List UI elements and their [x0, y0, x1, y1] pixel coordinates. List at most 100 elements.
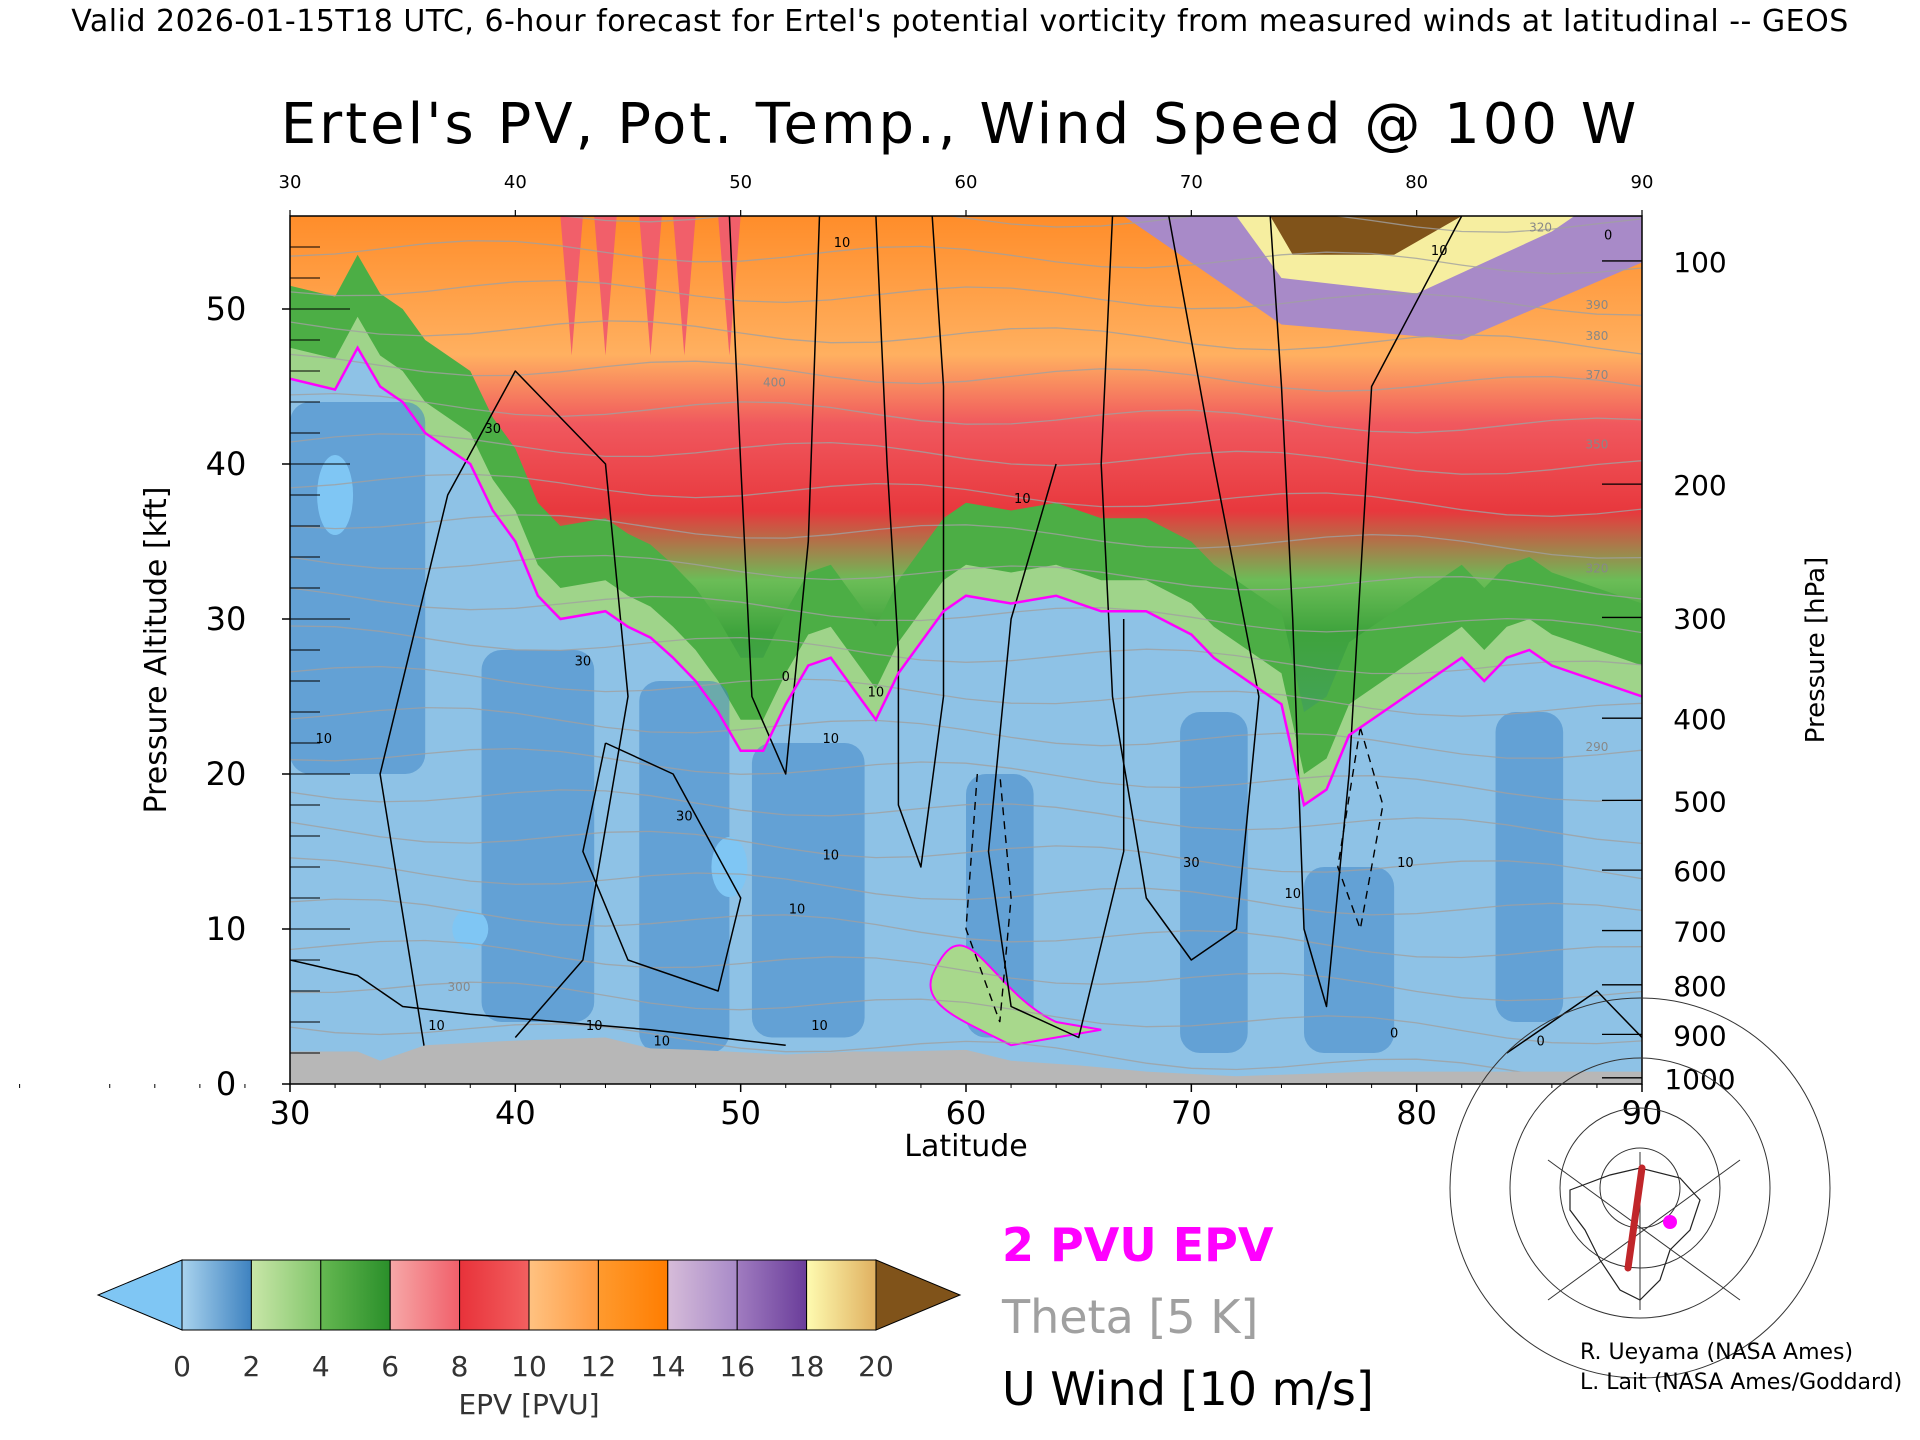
- u-wind-label-5: 30: [485, 422, 502, 437]
- p-tick-label-1: 200: [1673, 469, 1726, 502]
- theta-label-8: 320: [1529, 221, 1552, 235]
- u-wind-negative-contour-0: [965, 773, 1012, 1023]
- epv-low-patch-1: [711, 837, 748, 897]
- p-tick-label-9: 1000: [1664, 1063, 1735, 1096]
- theta-isentrope-16: [290, 392, 1642, 434]
- theta-isentrope-4: [290, 857, 1642, 916]
- u-wind-contour-6: [582, 742, 742, 992]
- epv-low-patch-0: [317, 455, 354, 535]
- u-wind-label-3: 10: [654, 1034, 671, 1049]
- theta-label-1: 400: [763, 376, 786, 390]
- epv-low-patch-2: [452, 909, 489, 949]
- x-tick-label-5: 80: [1396, 1094, 1437, 1132]
- colorbar-segment-2: [320, 1259, 391, 1331]
- epv-2pvu-contour: [290, 345, 1642, 808]
- u-wind-label-6: 30: [575, 655, 592, 670]
- map-coastline: [1569, 1167, 1701, 1301]
- legend-u-wind: U Wind [10 m/s]: [1002, 1362, 1374, 1416]
- u-wind-label-20: 0: [1390, 1027, 1398, 1042]
- colorbar: 0 2 4 6 8 10 12 14 16 18 20 EPV [PVU]: [96, 1259, 962, 1421]
- epv-low-filament: [929, 944, 1102, 1047]
- x-tick-label-2: 50: [720, 1094, 761, 1132]
- p-tick-label-8: 900: [1673, 1019, 1726, 1052]
- u-wind-label-18: 0: [1604, 228, 1612, 243]
- colorbar-tick-label-3: 6: [381, 1350, 399, 1383]
- colorbar-segment-5: [528, 1259, 599, 1331]
- colorbar-segment-7: [667, 1259, 738, 1331]
- u-wind-label-13: 10: [1014, 492, 1031, 507]
- chart-axes: 3030404050506060707080809090010203040501…: [19, 172, 1831, 1164]
- epv-spike-1: [594, 216, 617, 356]
- p-tick-label-2: 300: [1673, 602, 1726, 635]
- colorbar-label: EPV [PVU]: [458, 1388, 599, 1421]
- epv-over-20: [1270, 216, 1462, 255]
- x-top-tick-label-5: 80: [1405, 172, 1428, 193]
- theta-isentrope-18: [290, 320, 1642, 355]
- terrain: [290, 1037, 1642, 1084]
- x-tick-label-3: 60: [946, 1094, 987, 1132]
- u-wind-contour-7: [1506, 990, 1642, 1054]
- colorbar-segment-9: [806, 1259, 877, 1331]
- colorbar-tick-label-4: 8: [451, 1350, 469, 1383]
- colorbar-segment-1: [250, 1259, 322, 1331]
- theta-isentrope-11: [290, 587, 1642, 634]
- theta-label-3: 320: [1585, 562, 1608, 576]
- theta-isentrope-15: [290, 433, 1642, 475]
- u-wind-label-17: 10: [1431, 244, 1448, 259]
- u-wind-contour-2: [875, 216, 945, 868]
- theta-isentrope-17: [290, 353, 1642, 392]
- colorbar-tick-label-5: 10: [511, 1350, 547, 1383]
- x-tick-label-6: 90: [1622, 1094, 1663, 1132]
- u-wind-label-0: 10: [316, 732, 333, 747]
- u-wind-label-14: 10: [834, 236, 851, 251]
- x-tick-label-0: 30: [270, 1094, 311, 1132]
- map-transect-line: [1624, 1164, 1646, 1272]
- u-wind-label-2: 10: [586, 1019, 603, 1034]
- p-tick-label-6: 700: [1673, 916, 1726, 949]
- colorbar-segment-0: [181, 1259, 252, 1331]
- theta-isentrope-2: [290, 939, 1642, 1002]
- epv-band-4-6: [290, 254, 1642, 805]
- map-latitude-circle-3: [1449, 997, 1831, 1379]
- theta-isentrope-6: [290, 789, 1642, 845]
- plot-area: 10 10 10 10 10 30 30 30 10 10 10 10 0 10 10 30 10 10 0 10 0 0…: [290, 216, 1642, 1084]
- locator-map: [1449, 997, 1831, 1379]
- y-tick-label-3: 30: [206, 600, 247, 638]
- credit-line-1: R. Ueyama (NASA Ames): [1580, 1340, 1854, 1365]
- colorbar-under-arrow: [96, 1259, 183, 1331]
- u-wind-contour-1: [728, 216, 821, 775]
- y-axis-label-right: Pressure [hPa]: [1801, 557, 1831, 744]
- theta-isentrope-8: [290, 706, 1642, 759]
- y-tick-label-5: 50: [206, 290, 247, 328]
- x-top-tick-label-4: 70: [1180, 172, 1203, 193]
- colorbar-segment-6: [597, 1259, 669, 1331]
- theta-isentrope-9: [290, 665, 1642, 717]
- colorbar-tick-label-10: 20: [858, 1350, 894, 1383]
- colorbar-tick-label-8: 16: [719, 1350, 755, 1383]
- epv-streak-2: [639, 681, 730, 1053]
- u-wind-label-19: 10: [1397, 856, 1414, 871]
- epv-streak-7: [1495, 712, 1564, 1022]
- y-tick-label-2: 20: [206, 755, 247, 793]
- colorbar-segment-8: [736, 1259, 808, 1331]
- p-tick-label-5: 600: [1673, 855, 1726, 888]
- colorbar-tick-label-0: 0: [173, 1350, 191, 1383]
- chart-title: Ertel's PV, Pot. Temp., Wind Speed @ 100…: [280, 92, 1640, 157]
- u-wind-contour-8: [290, 959, 786, 1047]
- x-tick-label-1: 40: [495, 1094, 536, 1132]
- p-tick-label-0: 100: [1673, 246, 1726, 279]
- colorbar-segment-4: [459, 1259, 530, 1331]
- u-wind-contour-0: [379, 370, 629, 1054]
- u-wind-label-15: 30: [1183, 856, 1200, 871]
- u-wind-label-1: 10: [428, 1019, 445, 1034]
- epv-spike-3: [673, 216, 696, 356]
- theta-isentrope-14: [290, 473, 1642, 517]
- theta-label-4: 350: [1585, 438, 1608, 452]
- y-tick-label-1: 10: [206, 910, 247, 948]
- credit-line-2: L. Lait (NASA Ames/Goddard): [1580, 1370, 1903, 1395]
- epv-spike-0: [560, 216, 583, 356]
- legend-epv-contour: 2 PVU EPV: [1002, 1218, 1274, 1272]
- epv-streak-5: [1180, 712, 1248, 1053]
- theta-isentrope-20: [290, 240, 1642, 275]
- epv-spike-4: [718, 216, 741, 356]
